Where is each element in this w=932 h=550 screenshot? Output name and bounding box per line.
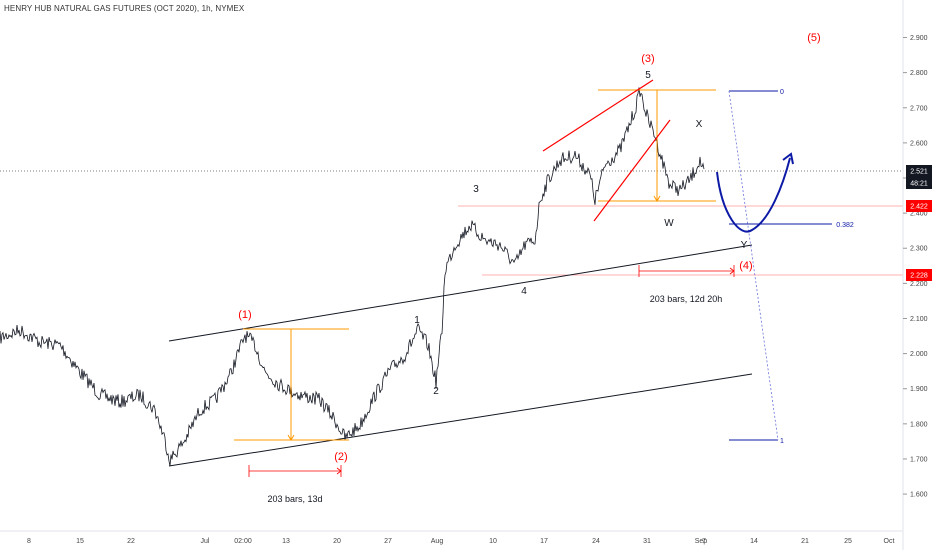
y-tick-label: 2.600 bbox=[910, 140, 928, 147]
y-tick-label: 2.800 bbox=[910, 70, 928, 77]
price-label-bg bbox=[906, 165, 932, 177]
range-bar-2-arrow bbox=[729, 267, 735, 275]
x-tick-label: 17 bbox=[540, 538, 548, 545]
wave-label-x: X bbox=[696, 119, 703, 130]
x-tick-label: Aug bbox=[431, 538, 444, 545]
y-tick-label: 2.900 bbox=[910, 35, 928, 42]
x-tick-label: 25 bbox=[844, 538, 852, 545]
y-tick-label: 2.000 bbox=[910, 351, 928, 358]
fib-label-0382: 0.382 bbox=[836, 222, 854, 229]
range-bar-1-arrow bbox=[336, 467, 342, 475]
range-note-1: 203 bars, 13d bbox=[267, 494, 322, 504]
x-tick-label: 8 bbox=[27, 538, 31, 545]
fib-trend-dotted bbox=[728, 90, 779, 441]
wave-label-2-minor: 2 bbox=[433, 386, 439, 397]
chart-title: HENRY HUB NATURAL GAS FUTURES (OCT 2020)… bbox=[4, 4, 245, 13]
wedge-lower[interactable] bbox=[593, 119, 671, 222]
channel-lower[interactable] bbox=[168, 373, 753, 467]
wave-label-5-major: (5) bbox=[807, 32, 820, 44]
wave-label-5-minor: 5 bbox=[645, 70, 651, 81]
x-tick-label: 20 bbox=[333, 538, 341, 545]
y-tick-label: 1.900 bbox=[910, 386, 928, 393]
projection-curve[interactable] bbox=[716, 157, 791, 233]
x-tick-label: Jul bbox=[201, 538, 210, 545]
wave-label-w: W bbox=[664, 218, 674, 229]
wave-label-4-major: (4) bbox=[739, 260, 752, 272]
y-tick-label: 2.400 bbox=[910, 211, 928, 218]
wave-label-4-minor: 4 bbox=[521, 286, 527, 297]
wave-label-1-major: (1) bbox=[238, 309, 251, 321]
x-tick-label: 13 bbox=[282, 538, 290, 545]
price-series bbox=[0, 87, 705, 466]
y-tick-label: 2.700 bbox=[910, 105, 928, 112]
x-tick-label: 7 bbox=[702, 538, 706, 545]
channel-upper[interactable] bbox=[168, 244, 753, 342]
x-tick-label: 02:00 bbox=[234, 538, 252, 545]
measure-arrow bbox=[287, 434, 295, 441]
x-tick-label: 15 bbox=[76, 538, 84, 545]
price-label: 2.422 bbox=[910, 204, 928, 211]
y-tick-label: 1.600 bbox=[910, 492, 928, 499]
fib-label-1: 1 bbox=[780, 438, 784, 445]
price-label: 2.521 bbox=[910, 169, 928, 176]
measure3-arrow bbox=[653, 195, 661, 202]
y-tick-label: 2.300 bbox=[910, 246, 928, 253]
x-tick-label: Sep bbox=[695, 538, 708, 545]
x-tick-label: 24 bbox=[592, 538, 600, 545]
price-label: 2.228 bbox=[910, 273, 928, 280]
y-tick-label: 1.700 bbox=[910, 456, 928, 463]
wedge-upper[interactable] bbox=[542, 79, 654, 152]
y-tick-label: 1.800 bbox=[910, 421, 928, 428]
wave-label-2-major: (2) bbox=[334, 451, 347, 463]
wave-label-3-major: (3) bbox=[641, 53, 654, 65]
x-tick-label: 14 bbox=[750, 538, 758, 545]
x-tick-label: 31 bbox=[643, 538, 651, 545]
x-tick-label: 27 bbox=[384, 538, 392, 545]
projection-arrow bbox=[782, 152, 794, 165]
wave-label-3-minor: 3 bbox=[473, 184, 479, 195]
y-tick-label: 2.100 bbox=[910, 316, 928, 323]
x-tick-label: 22 bbox=[127, 538, 135, 545]
y-tick-label: 2.200 bbox=[910, 281, 928, 288]
x-tick-label: 21 bbox=[801, 538, 809, 545]
x-tick-label: Oct bbox=[884, 538, 895, 545]
price-label-bg bbox=[906, 200, 932, 212]
range-note-2: 203 bars, 12d 20h bbox=[650, 294, 723, 304]
price-label: 48:21 bbox=[910, 181, 928, 188]
x-tick-label: 10 bbox=[489, 538, 497, 545]
price-label-bg bbox=[906, 177, 932, 189]
wave-label-1-minor: 1 bbox=[414, 315, 420, 326]
wave-label-y: Y bbox=[741, 240, 748, 251]
price-label-bg bbox=[906, 269, 932, 281]
fib-label-0: 0 bbox=[780, 89, 784, 96]
